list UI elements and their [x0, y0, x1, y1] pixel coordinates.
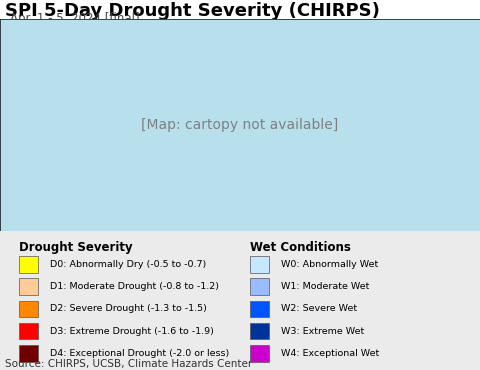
- Text: Apr. 1 - 5, 2024 [final]: Apr. 1 - 5, 2024 [final]: [10, 12, 139, 25]
- Bar: [250, 278, 269, 295]
- Text: W4: Exceptional Wet: W4: Exceptional Wet: [281, 349, 379, 358]
- Text: Drought Severity: Drought Severity: [19, 241, 133, 254]
- Bar: [19, 300, 38, 317]
- Text: Source: CHIRPS, UCSB, Climate Hazards Center: Source: CHIRPS, UCSB, Climate Hazards Ce…: [5, 359, 252, 369]
- Text: W1: Moderate Wet: W1: Moderate Wet: [281, 282, 369, 291]
- Text: Wet Conditions: Wet Conditions: [250, 241, 350, 254]
- Text: W2: Severe Wet: W2: Severe Wet: [281, 305, 357, 313]
- Text: SPI 5-Day Drought Severity (CHIRPS): SPI 5-Day Drought Severity (CHIRPS): [5, 2, 380, 20]
- Bar: [250, 256, 269, 273]
- Text: D2: Severe Drought (-1.3 to -1.5): D2: Severe Drought (-1.3 to -1.5): [50, 305, 207, 313]
- Text: D0: Abnormally Dry (-0.5 to -0.7): D0: Abnormally Dry (-0.5 to -0.7): [50, 260, 207, 269]
- Bar: [19, 323, 38, 339]
- Bar: [250, 300, 269, 317]
- Bar: [250, 323, 269, 339]
- Text: D4: Exceptional Drought (-2.0 or less): D4: Exceptional Drought (-2.0 or less): [50, 349, 229, 358]
- Text: D3: Extreme Drought (-1.6 to -1.9): D3: Extreme Drought (-1.6 to -1.9): [50, 327, 214, 336]
- Text: W0: Abnormally Wet: W0: Abnormally Wet: [281, 260, 378, 269]
- Text: W3: Extreme Wet: W3: Extreme Wet: [281, 327, 364, 336]
- Bar: [250, 345, 269, 361]
- Text: [Map: cartopy not available]: [Map: cartopy not available]: [142, 118, 338, 132]
- Bar: [19, 345, 38, 361]
- Bar: [19, 256, 38, 273]
- Text: D1: Moderate Drought (-0.8 to -1.2): D1: Moderate Drought (-0.8 to -1.2): [50, 282, 219, 291]
- Bar: [19, 278, 38, 295]
